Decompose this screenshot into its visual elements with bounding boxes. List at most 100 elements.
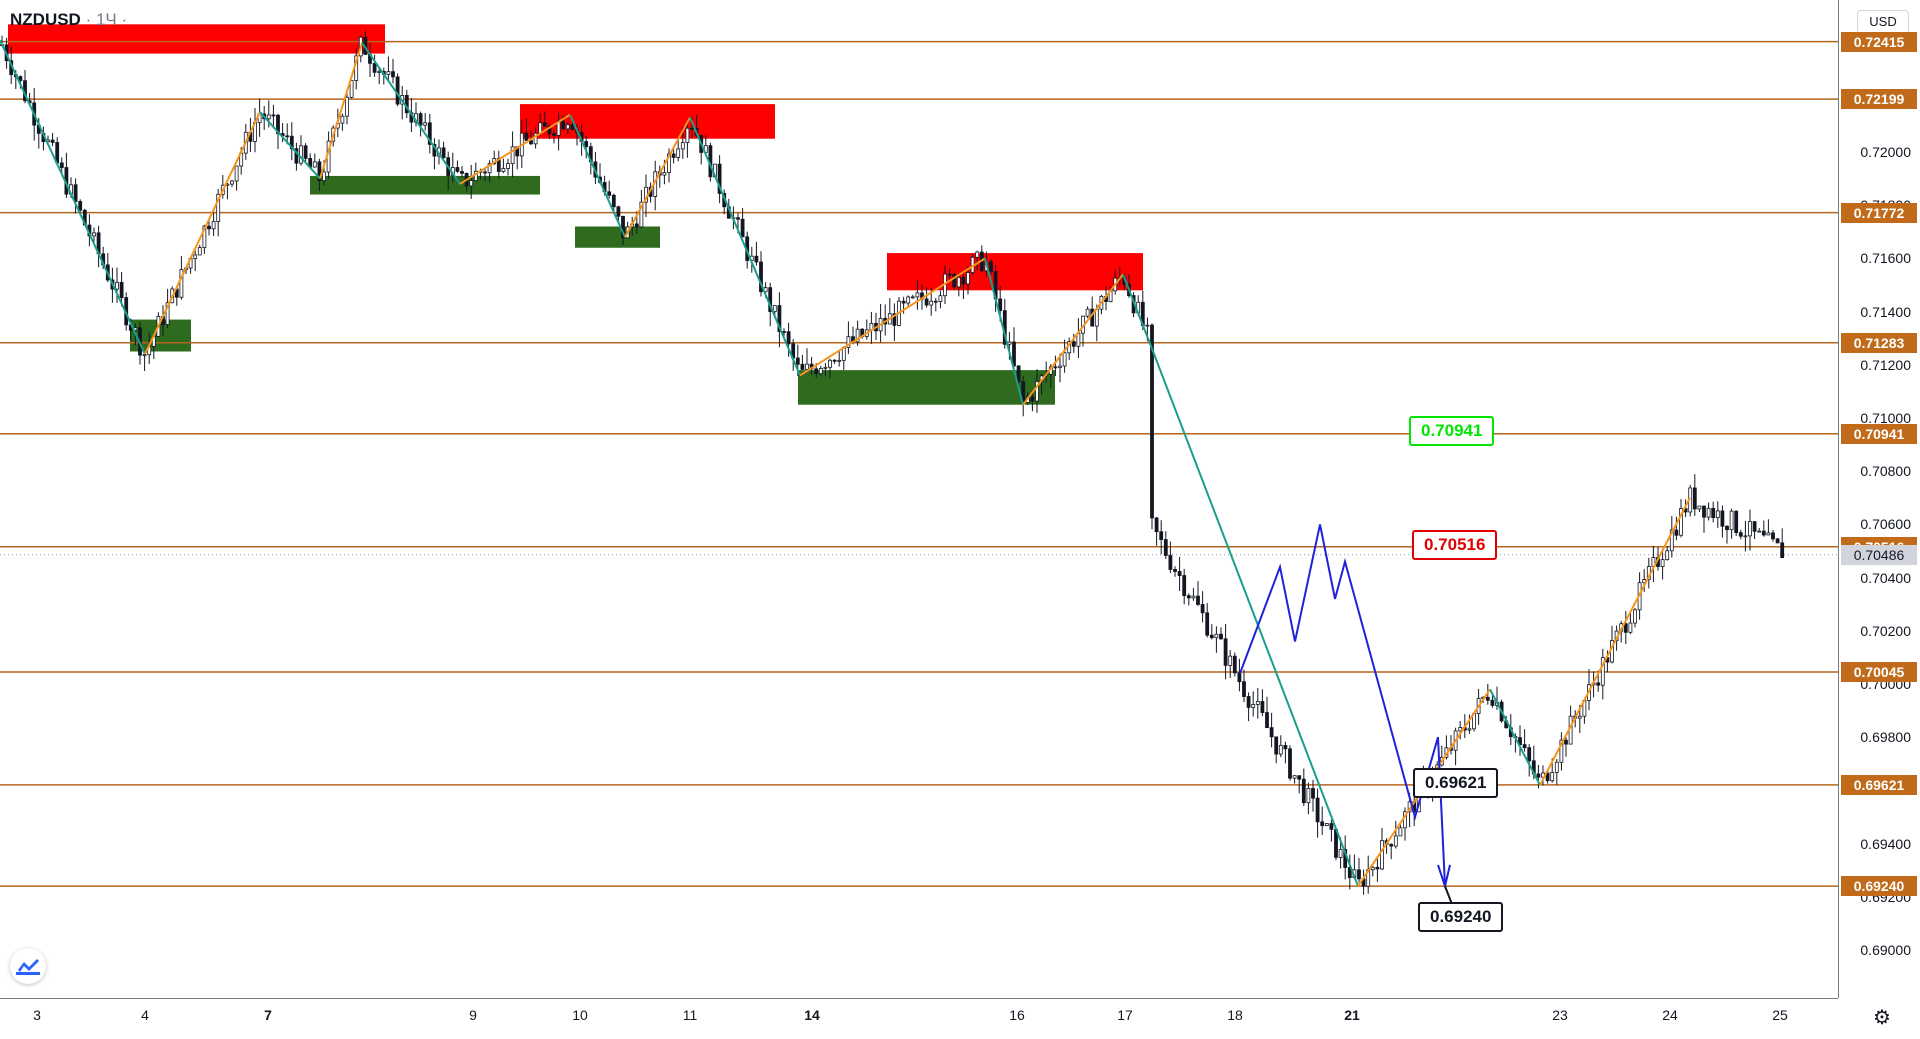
candle-body (1030, 396, 1035, 402)
candle-body (814, 368, 819, 375)
candle-body (1761, 530, 1766, 536)
candle-body (50, 139, 55, 143)
price-tick: 0.70400 (1860, 569, 1911, 586)
candle-body (818, 368, 823, 375)
candle-body (1458, 727, 1463, 732)
candle-body (391, 71, 395, 78)
candle-body (469, 180, 474, 187)
candle-body (1393, 835, 1398, 847)
time-tick: 7 (264, 1007, 272, 1023)
projection-path (1239, 524, 1446, 887)
symbol-title[interactable]: NZDUSD · 1Ч · (10, 10, 127, 30)
candle-body (322, 171, 326, 181)
price-tick: 0.70200 (1860, 622, 1911, 639)
callout-red: 0.70516 (1412, 530, 1498, 560)
zigzag-segment (459, 113, 571, 185)
time-tick: 17 (1117, 1007, 1133, 1023)
candle-body (1679, 508, 1683, 536)
candle-body (1278, 745, 1283, 755)
candle-body (1743, 535, 1748, 538)
candle-body (1720, 510, 1725, 527)
candle-body (910, 296, 915, 299)
candle-body (266, 114, 271, 120)
candle-body (193, 254, 198, 259)
candle-body (524, 132, 529, 141)
zigzag-segment (1022, 273, 1124, 406)
zigzag-segment (1122, 273, 1151, 344)
candle-body (1550, 772, 1555, 782)
price-tick: 0.69800 (1860, 729, 1911, 746)
price-tick: 0.69400 (1860, 835, 1911, 852)
candle-body (1007, 341, 1012, 345)
candle-body (234, 165, 239, 182)
candle-body (317, 161, 322, 181)
candle-body (1260, 701, 1265, 713)
currency-button[interactable]: USD (1857, 10, 1909, 34)
candle-body (1071, 341, 1076, 347)
candle-body (561, 120, 566, 130)
candle-body (216, 193, 221, 222)
candle-body (1669, 529, 1674, 552)
candle-body (1301, 778, 1306, 804)
price-tick: 0.70800 (1860, 463, 1911, 480)
candle-body (533, 132, 538, 145)
candle-body (1168, 555, 1173, 570)
candle-body (989, 261, 993, 272)
candle-body (998, 298, 1003, 312)
zigzag-segment (984, 258, 1024, 405)
candle-body (1357, 869, 1361, 880)
candle-body (1577, 715, 1582, 719)
candle-body (501, 168, 506, 172)
candle-body (1150, 324, 1154, 519)
candle-body (1771, 532, 1775, 540)
candle-body (966, 272, 970, 285)
candle-body (349, 80, 354, 98)
time-tick: 4 (141, 1007, 149, 1023)
candle-body (1196, 595, 1200, 605)
candle-body (1665, 550, 1670, 561)
interval-label: · 1Ч · (85, 10, 128, 29)
candle-body (823, 366, 828, 369)
candle-body (616, 206, 621, 217)
candle-body (1306, 788, 1311, 804)
level-price-label: 0.72199 (1841, 89, 1917, 110)
candle-body (570, 124, 575, 130)
price-tick: 0.71000 (1860, 410, 1911, 426)
settings-gear-icon[interactable]: ⚙ (1873, 1007, 1891, 1029)
candle-body (1623, 623, 1628, 633)
candle-body (1752, 521, 1757, 532)
candle-body (947, 273, 952, 276)
candle-body (1274, 736, 1279, 755)
time-axis[interactable]: 3 4 7 9 10 11 14 16 17 18 21 23 24 25 (0, 998, 1838, 1039)
zigzag-segment (259, 111, 321, 180)
candle-body (685, 127, 690, 143)
current-price-label: 0.70486 (1841, 544, 1917, 565)
candle-body (1320, 821, 1325, 827)
candle-body (1725, 525, 1729, 531)
candle-body (460, 171, 464, 174)
tradingview-logo[interactable] (10, 948, 46, 984)
candle-body (1702, 505, 1706, 518)
price-axis[interactable]: USD 0.720000.718000.716000.714000.712000… (1838, 0, 1920, 998)
candle-body (340, 115, 345, 124)
candle-body (938, 295, 943, 302)
candle-body (386, 71, 391, 75)
candle-body (1706, 507, 1711, 518)
candle-body (312, 161, 317, 168)
candle-body (345, 96, 349, 117)
candle-body (759, 261, 763, 293)
chart-canvas[interactable]: ✖ (0, 0, 1838, 998)
chart-plot-area[interactable]: ✖ NZDUSD · 1Ч · 0.70941 0.70516 0.69621 … (0, 0, 1838, 998)
candle-body (285, 135, 290, 138)
candle-body (611, 194, 616, 208)
candle-body (740, 218, 745, 238)
candle-body (377, 70, 382, 73)
candle-body (956, 277, 961, 288)
zigzag-segment (0, 39, 146, 355)
candle-body (1490, 699, 1495, 706)
zigzag-segment (799, 257, 986, 377)
candle-body (529, 140, 533, 145)
candle-body (1154, 517, 1159, 533)
candle-body (1485, 696, 1490, 701)
candle-body (1766, 532, 1771, 536)
